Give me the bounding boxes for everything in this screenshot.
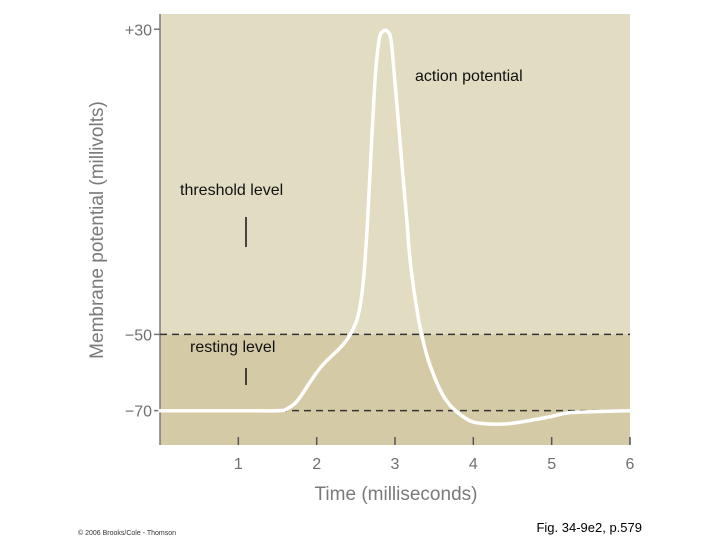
y-axis-title: Membrane potential (millivolts) [87,101,108,359]
axis-ticks: 1 2 3 4 5 6 +30 −50 −70 [125,22,635,473]
x-tick-label-4: 4 [469,456,478,473]
figure-reference: Fig. 34-9e2, p.579 [536,520,642,535]
annotation-threshold-level: threshold level [180,182,283,199]
annotation-action-potential: action potential [415,68,523,85]
annotation-resting-level: resting level [190,339,275,356]
x-tick-label-2: 2 [312,456,321,473]
x-tick-label-6: 6 [626,456,635,473]
copyright-note: © 2006 Brooks/Cole - Thomson [78,530,177,537]
x-axis-title: Time (milliseconds) [315,484,478,505]
y-tick-label-1: −50 [125,327,152,344]
membrane-potential-line [158,28,632,426]
x-tick-label-3: 3 [391,456,400,473]
y-tick-label-2: −70 [125,404,152,421]
y-tick-label-0: +30 [125,22,152,39]
series-layer [158,28,632,426]
x-tick-label-1: 1 [234,456,243,473]
plot-region-1 [160,334,630,445]
x-tick-label-5: 5 [547,456,556,473]
